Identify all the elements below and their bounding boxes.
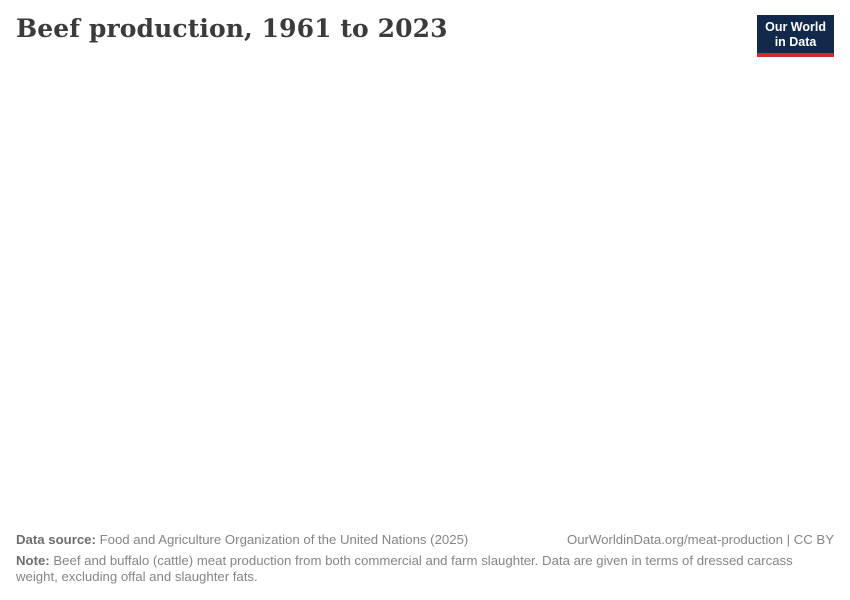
data-source-line: Data source: Food and Agriculture Organi…: [16, 532, 468, 548]
attribution-link[interactable]: OurWorldinData.org/meat-production | CC …: [566, 532, 834, 547]
footnote-text: Beef and buffalo (cattle) meat productio…: [16, 553, 793, 584]
owid-logo-line1: Our World: [765, 20, 826, 34]
chart-footer: Data source: Food and Agriculture Organi…: [16, 532, 834, 585]
data-source-text: Food and Agriculture Organization of the…: [99, 532, 469, 547]
owid-logo: Our World in Data: [757, 15, 834, 57]
chart-header: Beef production, 1961 to 2023 Our World …: [16, 14, 834, 57]
footnote: Note: Beef and buffalo (cattle) meat pro…: [16, 553, 834, 585]
owid-logo-line2: in Data: [774, 34, 817, 49]
data-source-label: Data source:: [16, 532, 96, 547]
source-row: Data source: Food and Agriculture Organi…: [16, 532, 834, 548]
footnote-label: Note:: [16, 553, 50, 568]
chart-area: [16, 60, 834, 520]
page-title: Beef production, 1961 to 2023: [16, 14, 448, 43]
